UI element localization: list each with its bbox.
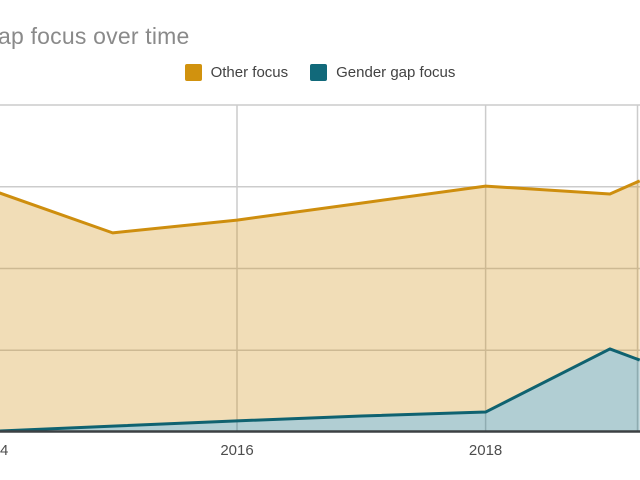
- chart-title: ap focus over time: [0, 23, 190, 49]
- x-axis-tick-label-2014-cropped: 4: [0, 442, 9, 459]
- legend-label-other-focus: Other focus: [210, 64, 289, 81]
- x-axis-tick-label-2016: 2016: [220, 442, 254, 459]
- legend-item-gender-gap-focus[interactable]: Gender gap focus: [310, 64, 455, 81]
- x-axis-tick-label-2018: 2018: [468, 442, 503, 459]
- legend-label-gender-gap-focus: Gender gap focus: [336, 64, 456, 81]
- legend-item-other-focus[interactable]: Other focus: [184, 64, 289, 81]
- chart-legend: Other focus Gender gap focus: [0, 64, 640, 81]
- legend-swatch-other-focus-icon: [184, 64, 202, 81]
- legend-swatch-gender-gap-focus-icon: [310, 64, 328, 81]
